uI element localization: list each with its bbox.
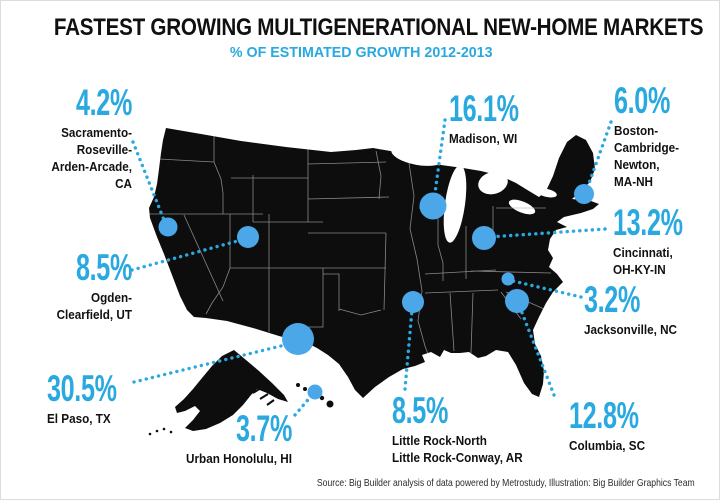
label-sacramento: 4.2% Sacramento- Roseville- Arden-Arcade… bbox=[15, 84, 132, 192]
leader-boston bbox=[585, 120, 613, 191]
leader-honolulu bbox=[293, 393, 314, 417]
pct-littlerock: 8.5% bbox=[392, 390, 448, 431]
pct-jacksonville: 3.2% bbox=[584, 279, 640, 320]
city-boston: Boston- Cambridge- Newton, MA-NH bbox=[614, 123, 680, 189]
source-credit: Source: Big Builder analysis of data pow… bbox=[317, 477, 695, 489]
pct-elpaso: 30.5% bbox=[47, 368, 117, 409]
label-elpaso: 30.5% El Paso, TX bbox=[47, 370, 207, 427]
alaska-shape bbox=[175, 350, 288, 431]
pct-columbia: 12.8% bbox=[569, 395, 639, 436]
city-honolulu: Urban Honolulu, HI bbox=[186, 451, 292, 466]
pct-honolulu: 3.7% bbox=[236, 408, 292, 449]
leader-elpaso bbox=[132, 342, 291, 384]
leader-littlerock bbox=[403, 308, 414, 391]
market-bubbles bbox=[158, 184, 594, 400]
bubble-honolulu bbox=[307, 384, 323, 400]
pct-cincinnati: 13.2% bbox=[613, 202, 683, 243]
leader-columbia bbox=[517, 303, 556, 397]
aleutian-islands bbox=[148, 427, 173, 436]
label-honolulu: 3.7% Urban Honolulu, HI bbox=[152, 410, 292, 467]
pct-boston: 6.0% bbox=[614, 80, 670, 121]
alaska-islands bbox=[252, 387, 275, 406]
city-columbia: Columbia, SC bbox=[569, 438, 646, 453]
leader-jacksonville bbox=[511, 279, 583, 299]
label-boston: 6.0% Boston- Cambridge- Newton, MA-NH bbox=[614, 82, 714, 190]
leader-madison bbox=[432, 118, 447, 202]
leader-sacramento bbox=[131, 140, 166, 222]
bubble-boston bbox=[574, 184, 594, 204]
page-title: FASTEST GROWING MULTIGENERATIONAL NEW-HO… bbox=[53, 14, 704, 41]
continental-us-shape bbox=[149, 128, 599, 398]
hawaii-islands bbox=[296, 383, 334, 408]
bubble-cincinnati bbox=[472, 226, 496, 250]
city-jacksonville: Jacksonville, NC bbox=[584, 322, 677, 337]
bubble-sacramento bbox=[158, 217, 178, 237]
city-sacramento: Sacramento- Roseville- Arden-Arcade, CA bbox=[51, 125, 133, 191]
pct-ogden: 8.5% bbox=[76, 247, 132, 288]
label-columbia: 12.8% Columbia, SC bbox=[569, 397, 699, 454]
label-ogden: 8.5% Ogden- Clearfield, UT bbox=[15, 247, 133, 323]
label-madison: 16.1% Madison, WI bbox=[449, 90, 599, 147]
pct-madison: 16.1% bbox=[449, 88, 519, 129]
bubble-jacksonville bbox=[501, 272, 515, 286]
city-elpaso: El Paso, TX bbox=[47, 411, 111, 426]
leader-cincinnati bbox=[487, 227, 607, 239]
leader-ogden bbox=[130, 238, 243, 272]
bubble-littlerock bbox=[402, 291, 424, 313]
city-cincinnati: Cincinnati, OH-KY-IN bbox=[613, 245, 673, 277]
bubble-madison bbox=[419, 192, 447, 220]
bubble-ogden bbox=[237, 226, 259, 248]
label-littlerock: 8.5% Little Rock-North Little Rock-Conwa… bbox=[392, 392, 577, 466]
bubble-elpaso bbox=[282, 323, 314, 355]
pct-sacramento: 4.2% bbox=[76, 82, 132, 123]
bubble-columbia bbox=[505, 289, 529, 313]
leader-lines bbox=[130, 118, 613, 417]
city-ogden: Ogden- Clearfield, UT bbox=[56, 290, 132, 322]
city-littlerock: Little Rock-North Little Rock-Conway, AR bbox=[392, 433, 523, 465]
state-borders bbox=[149, 129, 552, 358]
label-jacksonville: 3.2% Jacksonville, NC bbox=[584, 281, 719, 338]
page-subtitle: % OF ESTIMATED GROWTH 2012-2013 bbox=[229, 44, 493, 61]
city-madison: Madison, WI bbox=[449, 131, 518, 146]
label-cincinnati: 13.2% Cincinnati, OH-KY-IN bbox=[613, 204, 718, 278]
great-lakes bbox=[391, 144, 557, 243]
